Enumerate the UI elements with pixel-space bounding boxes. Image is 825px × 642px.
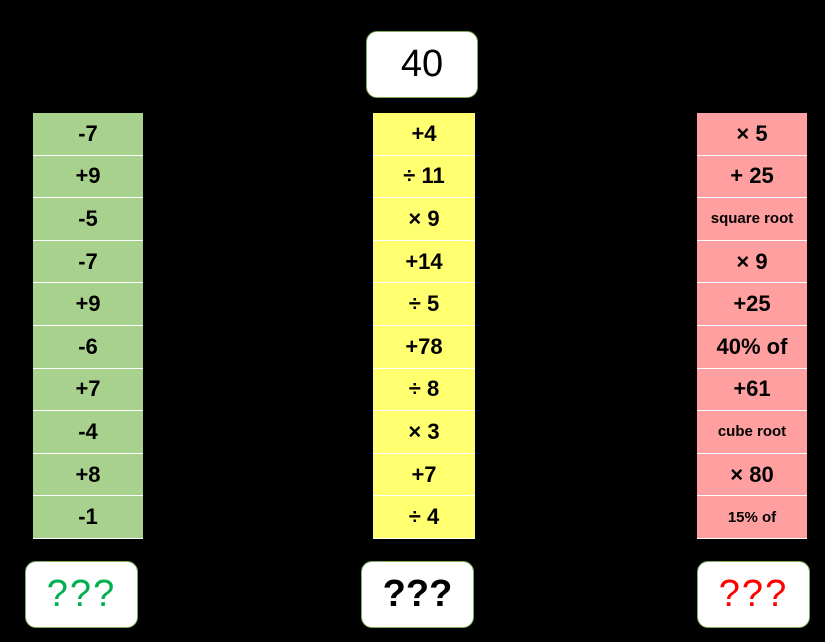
yellow-op-cell: +78 <box>373 325 475 369</box>
green-op-cell: +7 <box>33 368 143 412</box>
red-op-cell: × 80 <box>697 453 807 497</box>
yellow-op-cell: ÷ 5 <box>373 283 475 326</box>
green-op-cell: -6 <box>33 325 143 369</box>
red-op-cell: cube root <box>697 411 807 454</box>
green-op-cell: -5 <box>33 198 143 241</box>
yellow-op-cell: +4 <box>373 113 475 156</box>
red-operations-column: × 5 + 25 square root × 9 +25 40% of +61 … <box>697 113 807 539</box>
red-op-cell: 40% of <box>697 325 807 369</box>
yellow-operations-column: +4 ÷ 11 × 9 +14 ÷ 5 +78 ÷ 8 × 3 +7 ÷ 4 <box>373 113 475 539</box>
green-op-cell: +9 <box>33 283 143 326</box>
start-number-box: 40 <box>366 31 478 98</box>
red-op-cell: square root <box>697 198 807 241</box>
red-op-cell: 15% of <box>697 496 807 539</box>
yellow-answer-box: ??? <box>361 561 474 628</box>
yellow-op-cell: × 9 <box>373 198 475 241</box>
start-number: 40 <box>400 43 444 85</box>
yellow-op-cell: ÷ 4 <box>373 496 475 539</box>
red-op-cell: + 25 <box>697 155 807 199</box>
green-op-cell: -7 <box>33 240 143 284</box>
yellow-op-cell: +14 <box>373 240 475 284</box>
red-op-cell: × 9 <box>697 240 807 284</box>
yellow-op-cell: ÷ 11 <box>373 155 475 199</box>
red-answer-box: ??? <box>697 561 810 628</box>
green-operations-column: -7 +9 -5 -7 +9 -6 +7 -4 +8 -1 <box>33 113 143 539</box>
green-op-cell: -1 <box>33 496 143 539</box>
green-answer-text: ??? <box>46 573 117 615</box>
green-answer-box: ??? <box>25 561 138 628</box>
red-op-cell: × 5 <box>697 113 807 156</box>
green-op-cell: +9 <box>33 155 143 199</box>
green-op-cell: -4 <box>33 411 143 454</box>
yellow-op-cell: × 3 <box>373 411 475 454</box>
yellow-op-cell: ÷ 8 <box>373 368 475 412</box>
red-op-cell: +61 <box>697 368 807 412</box>
red-op-cell: +25 <box>697 283 807 326</box>
yellow-op-cell: +7 <box>373 453 475 497</box>
red-answer-text: ??? <box>718 573 789 615</box>
yellow-answer-text: ??? <box>382 573 453 615</box>
green-op-cell: +8 <box>33 453 143 497</box>
green-op-cell: -7 <box>33 113 143 156</box>
